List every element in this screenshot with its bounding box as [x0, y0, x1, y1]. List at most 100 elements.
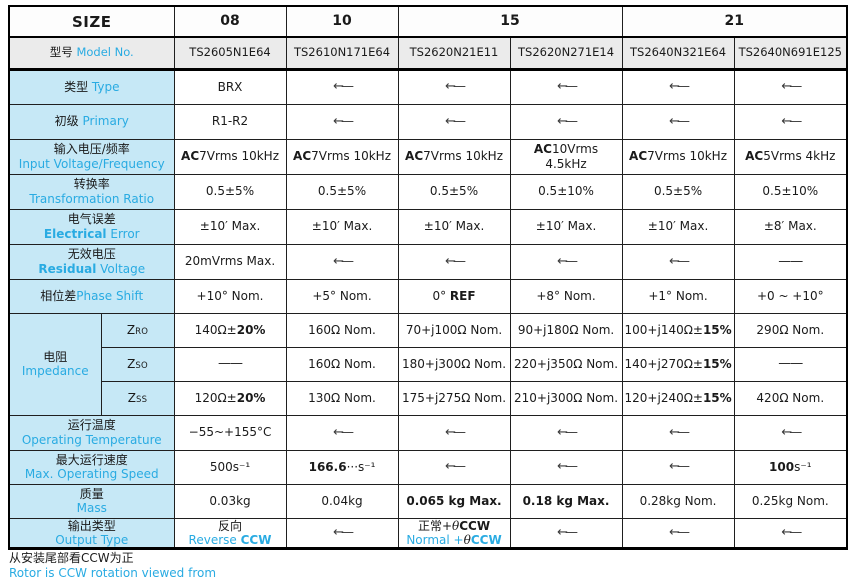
spec-cell: ±10′ Max. — [621, 208, 735, 245]
spec-cell: 160Ω Nom. — [285, 346, 399, 382]
left-arrow-icon: ←— — [557, 424, 578, 440]
left-arrow-icon: ←— — [333, 113, 354, 129]
spec-cell: ±10′ Max. — [285, 208, 399, 245]
footer-note: 从安装尾部看CCW为正 Rotor is CCW rotation viewed… — [9, 551, 216, 580]
model-number: TS2640N321E64 — [621, 36, 735, 71]
table-row: 初级 Primary R1-R2 ←— ←— ←— ←— ←— — [8, 103, 848, 140]
spec-cell: +8° Nom. — [509, 278, 623, 314]
cell-line: 正常+θCCW — [401, 519, 508, 533]
label-line: 输出类型 — [12, 519, 172, 533]
text-segment: AC — [405, 149, 424, 164]
label-line: 运行温度 — [12, 418, 172, 432]
spec-cell: ±10′ Max. — [509, 208, 623, 245]
text-segment: +8° Nom. — [536, 288, 596, 303]
table-row: ZSS 120Ω±20% 130Ω Nom. 175+j275Ω Nom. 210+j3… — [9, 380, 848, 416]
model-row-label: 型号 Model No. — [8, 36, 175, 71]
spec-cell: 反向 Reverse CCW — [173, 517, 287, 551]
text-segment: 210+j300Ω Nom. — [514, 390, 619, 405]
text-segment: REF — [449, 288, 476, 303]
table-row: 电阻 Impedance ZRO 140Ω±20% 160Ω Nom. 70+j100Ω … — [8, 312, 848, 416]
table-row: 无效电压 Residual Voltage 20mVrms Max. ←— ←— ←— ←—… — [8, 243, 848, 280]
table-body: 类型 Type BRX ←— ←— ←— ←— ←— 初级 Primary R1-R2 ←— ←— ←… — [8, 68, 848, 551]
spec-cell: 166.6···s⁻¹ — [285, 449, 399, 485]
text-segment: −55~+155°C — [188, 425, 272, 440]
label-line: 类型 Type — [12, 80, 172, 94]
left-arrow-icon: ←— — [333, 253, 354, 269]
text-segment: 7Vrms 10kHz — [311, 149, 391, 164]
text-segment: ±10′ Max. — [199, 219, 261, 234]
text-segment: Reverse — [188, 532, 241, 547]
text-segment: 130Ω Nom. — [308, 390, 376, 405]
spec-cell: 140Ω±20% — [173, 312, 287, 348]
row-label: 输出类型 Output Type — [8, 517, 175, 551]
label-line: 电气误差 — [12, 212, 172, 226]
spec-cell: ←— — [285, 517, 399, 551]
spec-cell: +0 ~ +10° — [733, 278, 848, 314]
spec-cell: +1° Nom. — [621, 278, 735, 314]
text-segment: 0.25kg Nom. — [751, 493, 829, 508]
cell-line: Normal +θCCW — [401, 532, 508, 547]
label-line: 输入电压/频率 — [12, 142, 172, 156]
text-segment: 0.5±10% — [762, 184, 819, 199]
spec-cell: 0.04kg — [285, 483, 399, 519]
spec-cell: ←— — [509, 517, 623, 551]
text-segment: 无效电压 — [67, 247, 116, 262]
text-segment: θ — [452, 518, 460, 533]
text-segment: 220+j350Ω Nom. — [514, 356, 619, 371]
left-arrow-icon: ←— — [445, 459, 466, 475]
text-segment: AC — [293, 149, 312, 164]
spec-table: SIZE 08 10 15 21 型号 Model No. TS2605N1E64 TS… — [8, 5, 849, 551]
text-segment: ±10′ Max. — [311, 219, 373, 234]
spec-cell: 0.25kg Nom. — [733, 483, 848, 519]
text-segment: 初级 — [54, 114, 83, 129]
text-segment: Z — [127, 390, 137, 405]
spec-cell: ←— — [397, 449, 511, 485]
table-row: 最大运行速度 Max. Operating Speed 500s⁻¹ 166.6···… — [8, 449, 848, 485]
spec-cell: ←— — [397, 103, 511, 140]
spec-cell: 100+j140Ω±15% — [621, 312, 735, 348]
spec-cell: —— — [733, 346, 848, 382]
label-line: Output Type — [12, 533, 172, 546]
row-label: 类型 Type — [8, 68, 175, 105]
label-line: 转换率 — [12, 177, 172, 191]
row-label: 运行温度 Operating Temperature — [8, 414, 175, 451]
text-segment: 0.5±5% — [317, 184, 367, 199]
label-line: Operating Temperature — [12, 433, 172, 447]
spec-cell: 正常+θCCW Normal +θCCW — [397, 517, 511, 551]
text-segment: Mass — [76, 501, 107, 515]
label-line: Impedance — [12, 364, 99, 378]
text-segment: 420Ω Nom. — [756, 390, 825, 405]
spec-cell: ←— — [733, 103, 848, 140]
text-segment: 7Vrms 10kHz — [199, 149, 279, 164]
text-segment: 166.6 — [308, 459, 347, 474]
text-segment: Phase Shift — [76, 288, 144, 303]
label-line: 电阻 — [12, 350, 99, 364]
table-row: 电气误差 Electrical Error ±10′ Max. ±10′ Max. ±1… — [8, 208, 848, 245]
label-line: Transformation Ratio — [12, 192, 172, 206]
left-arrow-icon: ←— — [445, 79, 466, 95]
text-segment: Residual — [38, 261, 97, 276]
size-column-header: 08 — [173, 5, 287, 38]
size-header-row: SIZE 08 10 15 21 — [8, 5, 848, 38]
text-segment: 0.03kg — [209, 493, 251, 508]
text-segment: 0.18 kg Max. — [522, 493, 610, 508]
text-segment: Z — [126, 322, 136, 337]
dash-icon: —— — [218, 356, 243, 372]
text-segment: 100+j140Ω± — [624, 322, 703, 337]
text-segment: SO — [135, 360, 148, 371]
text-segment: 15% — [702, 322, 732, 337]
left-arrow-icon: ←— — [781, 525, 802, 541]
text-segment: 90+j180Ω Nom. — [517, 322, 615, 337]
impedance-sub-label: ZSS — [100, 380, 175, 416]
text-segment: R1-R2 — [211, 114, 249, 129]
spec-cell: BRX — [173, 68, 287, 105]
footer-note-zh: 从安装尾部看CCW为正 — [9, 551, 134, 565]
text-segment: 140Ω± — [194, 322, 237, 337]
text-segment: 电阻 — [43, 349, 68, 364]
model-number: TS2610N171E64 — [285, 36, 399, 71]
text-segment: RO — [135, 326, 149, 337]
spec-cell: −55~+155°C — [173, 414, 287, 451]
text-segment: 质量 — [79, 486, 104, 501]
text-segment: θ — [463, 532, 471, 547]
spec-cell: 0° REF — [397, 278, 511, 314]
